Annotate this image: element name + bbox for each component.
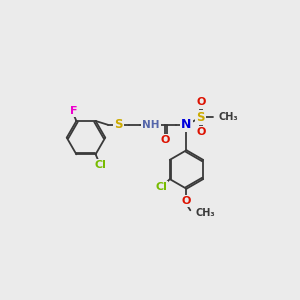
Text: O: O (161, 135, 170, 145)
Text: CH₃: CH₃ (196, 208, 215, 218)
Text: O: O (182, 196, 191, 206)
Text: Cl: Cl (155, 182, 167, 192)
Text: N: N (181, 118, 192, 131)
Text: O: O (196, 98, 206, 107)
Text: O: O (196, 127, 206, 137)
Text: S: S (115, 118, 123, 131)
Text: CH₃: CH₃ (218, 112, 238, 122)
Text: Cl: Cl (94, 160, 106, 170)
Text: NH: NH (142, 120, 160, 130)
Text: S: S (196, 111, 205, 124)
Text: F: F (70, 106, 78, 116)
